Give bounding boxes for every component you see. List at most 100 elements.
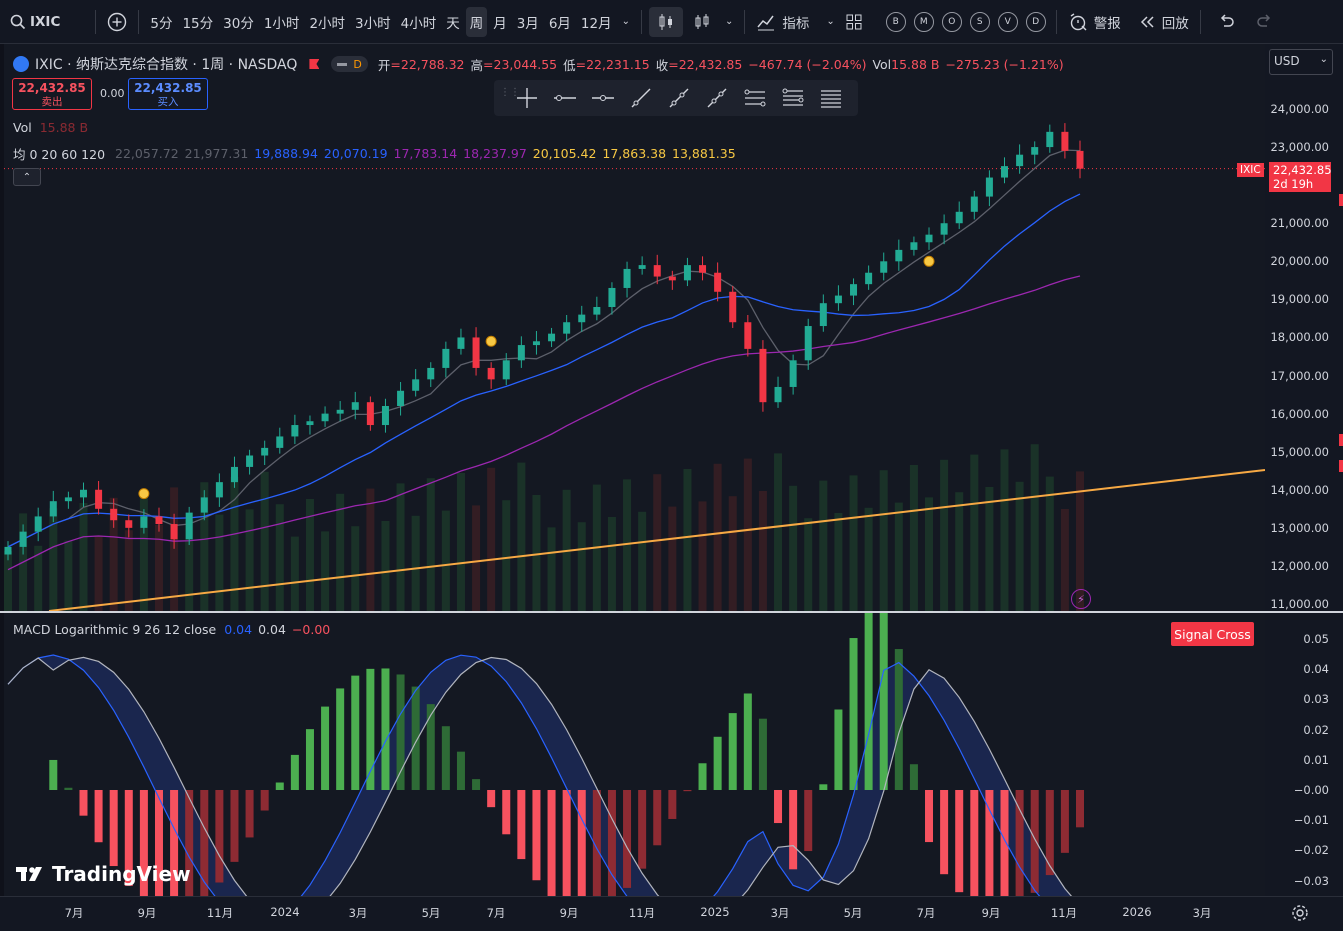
crosshair-tool[interactable] [508, 83, 546, 113]
interval-5[interactable]: 3小时 [355, 15, 391, 32]
histogram-bar [275, 782, 284, 790]
pane-divider[interactable] [0, 611, 1343, 613]
time-tick: 11月 [628, 906, 656, 920]
candle-body [397, 390, 405, 406]
vol-label: Vol [872, 56, 892, 72]
volume-bar [758, 491, 767, 611]
buy-price: 22,432.85 [134, 81, 202, 95]
undo-button[interactable] [1213, 7, 1239, 37]
histogram-bar [547, 790, 556, 896]
histogram-bar [789, 790, 798, 870]
trend-line-tool[interactable] [622, 83, 660, 113]
ray-tool[interactable] [660, 83, 698, 113]
currency-select[interactable]: USD ⌄ [1269, 49, 1333, 75]
horizontal-line-tool[interactable] [546, 83, 584, 113]
chevron-down-icon[interactable]: ⌄ [826, 16, 835, 27]
candle-body [1076, 150, 1084, 169]
price-chart[interactable] [4, 44, 1265, 611]
interval-9[interactable]: 月 [493, 15, 507, 32]
candle-body [563, 322, 571, 334]
indicators-icon [757, 15, 775, 30]
macd-label[interactable]: MACD Logarithmic 9 26 12 close [13, 622, 217, 637]
symbol-search-button[interactable]: IXIC [6, 7, 64, 37]
redo-button[interactable] [1252, 7, 1278, 37]
histogram-bar [426, 704, 435, 790]
layout-grid-button[interactable] [841, 7, 867, 37]
volume-label[interactable]: Vol [13, 120, 32, 135]
interval-6[interactable]: 4小时 [400, 15, 437, 32]
lightning-icon[interactable]: ⚡ [1071, 589, 1091, 609]
extended-line-tool[interactable] [698, 83, 736, 113]
interval-12[interactable]: 12月 [580, 15, 612, 32]
tradingview-logo[interactable]: TradingView [16, 862, 191, 886]
separator [640, 9, 642, 34]
candle-body [261, 447, 269, 456]
flag-icon[interactable] [309, 59, 320, 69]
chart-area[interactable] [4, 44, 1265, 896]
histogram-bar [441, 726, 450, 790]
time-tick: 7月 [916, 906, 936, 920]
ma-label[interactable]: 均 0 20 60 120 [13, 147, 106, 162]
sell-label: 卖出 [41, 96, 63, 108]
quick-button-o[interactable]: O [941, 11, 962, 32]
fib-retracement-tool[interactable] [812, 83, 850, 113]
volume-bar [351, 526, 360, 611]
horizontal-ray-tool[interactable] [584, 83, 622, 113]
drag-handle[interactable]: ⋮⋮ [500, 87, 520, 98]
eye-off-icon [337, 62, 348, 66]
signal-cross-badge[interactable]: Signal Cross [1171, 622, 1254, 646]
bar-type-button[interactable] [685, 7, 719, 37]
interval-7[interactable]: 天 [446, 15, 460, 32]
macd-value: 0.04 [224, 622, 253, 637]
interval-0[interactable]: 5分 [150, 15, 173, 32]
quick-button-b[interactable]: B [885, 11, 906, 32]
histogram-bar [532, 790, 541, 881]
price-tick: 19,000.00 [1270, 292, 1329, 307]
sell-button[interactable]: 22,432.85 卖出 [12, 78, 92, 110]
volume-bar [789, 485, 798, 611]
collapse-legend-button[interactable]: ⌃ [13, 168, 41, 186]
interval-1[interactable]: 15分 [182, 15, 214, 32]
interval-10[interactable]: 3月 [516, 15, 539, 32]
quick-button-m[interactable]: M [913, 11, 934, 32]
macd-chart[interactable] [4, 613, 1265, 896]
symbol-title[interactable]: IXIC · 纳斯达克综合指数 · 1周 · NASDAQ [35, 57, 298, 73]
quick-button-s[interactable]: S [969, 11, 990, 32]
histogram-bar [668, 790, 677, 819]
quick-button-d[interactable]: D [1025, 11, 1046, 32]
histogram-bar [713, 736, 722, 790]
volume-bar [698, 501, 707, 611]
interval-8[interactable]: 周 [465, 6, 488, 37]
time-tick: 11月 [206, 906, 234, 920]
session-badge[interactable]: D [331, 56, 368, 72]
interval-3[interactable]: 1小时 [263, 15, 300, 32]
replay-button[interactable]: 回放 [1134, 7, 1193, 37]
histogram-bar [698, 763, 707, 790]
candle-body [804, 326, 812, 361]
settings-button[interactable] [1290, 903, 1310, 923]
candle-type-button[interactable] [648, 6, 683, 37]
candle-body [49, 501, 57, 517]
candle-body [276, 436, 284, 448]
sell-price: 22,432.85 [18, 81, 86, 95]
interval-4[interactable]: 2小时 [309, 15, 346, 32]
histogram-bar [79, 790, 88, 816]
price-tick: 18,000.00 [1270, 330, 1329, 345]
quick-button-v[interactable]: V [997, 11, 1018, 32]
interval-11[interactable]: 6月 [548, 15, 571, 32]
chevron-down-icon[interactable]: ⌄ [621, 16, 630, 27]
interval-2[interactable]: 30分 [223, 15, 254, 32]
histogram-bar [819, 784, 828, 790]
indicators-button[interactable]: 指标 [752, 7, 813, 37]
fib-channel-tool[interactable] [774, 83, 812, 113]
alert-button[interactable]: 警报 [1064, 7, 1125, 37]
chevron-down-icon[interactable]: ⌄ [724, 16, 734, 27]
parallel-channel-tool[interactable] [736, 83, 774, 113]
histogram-bar [774, 790, 783, 824]
grid-icon [846, 14, 862, 29]
volume-bar [517, 462, 526, 611]
time-axis[interactable]: 7月 9月 11月 2024 3月 5月 7月 9月 11月 2025 3月 5月 7月 9月 11月 202… [0, 896, 1343, 931]
add-symbol-button[interactable] [103, 7, 131, 37]
candle-body [970, 196, 978, 212]
buy-button[interactable]: 22,432.85 买入 [128, 78, 208, 110]
